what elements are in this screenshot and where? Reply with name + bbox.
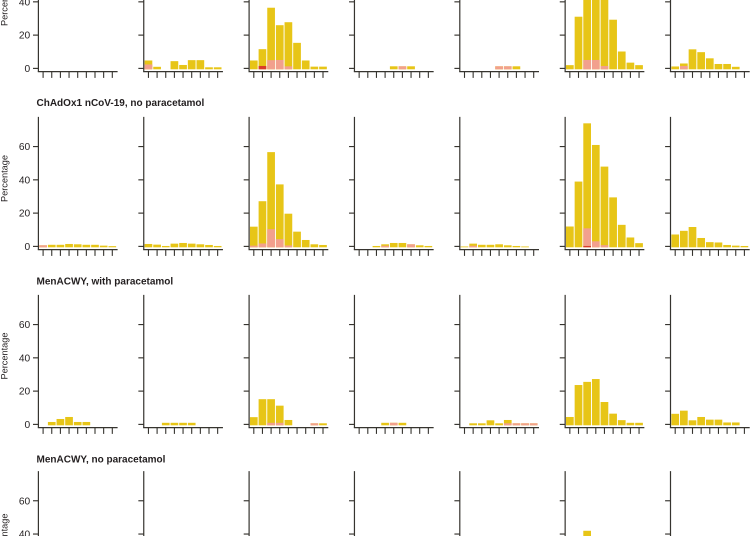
svg-text:60: 60: [19, 142, 31, 153]
svg-text:0: 0: [25, 64, 31, 75]
svg-text:ChAdOx1 nCoV-19, no paracetamo: ChAdOx1 nCoV-19, no paracetamol: [37, 98, 205, 109]
svg-text:40: 40: [19, 530, 31, 536]
svg-text:0: 0: [25, 420, 31, 431]
svg-text:MenACWY, no paracetamol: MenACWY, no paracetamol: [37, 454, 166, 465]
svg-text:Percentage: Percentage: [0, 514, 10, 537]
svg-text:Percentage: Percentage: [0, 0, 10, 26]
svg-text:40: 40: [19, 0, 31, 8]
svg-text:20: 20: [19, 387, 31, 398]
svg-text:0: 0: [25, 242, 31, 253]
svg-text:60: 60: [19, 320, 31, 331]
svg-text:MenACWY, with paracetamol: MenACWY, with paracetamol: [37, 276, 174, 287]
svg-text:Percentage: Percentage: [0, 333, 10, 380]
svg-text:Percentage: Percentage: [0, 155, 10, 202]
svg-text:40: 40: [19, 353, 31, 364]
svg-text:40: 40: [19, 175, 31, 186]
svg-text:60: 60: [19, 496, 31, 507]
svg-text:20: 20: [19, 209, 31, 220]
svg-text:20: 20: [19, 31, 31, 42]
